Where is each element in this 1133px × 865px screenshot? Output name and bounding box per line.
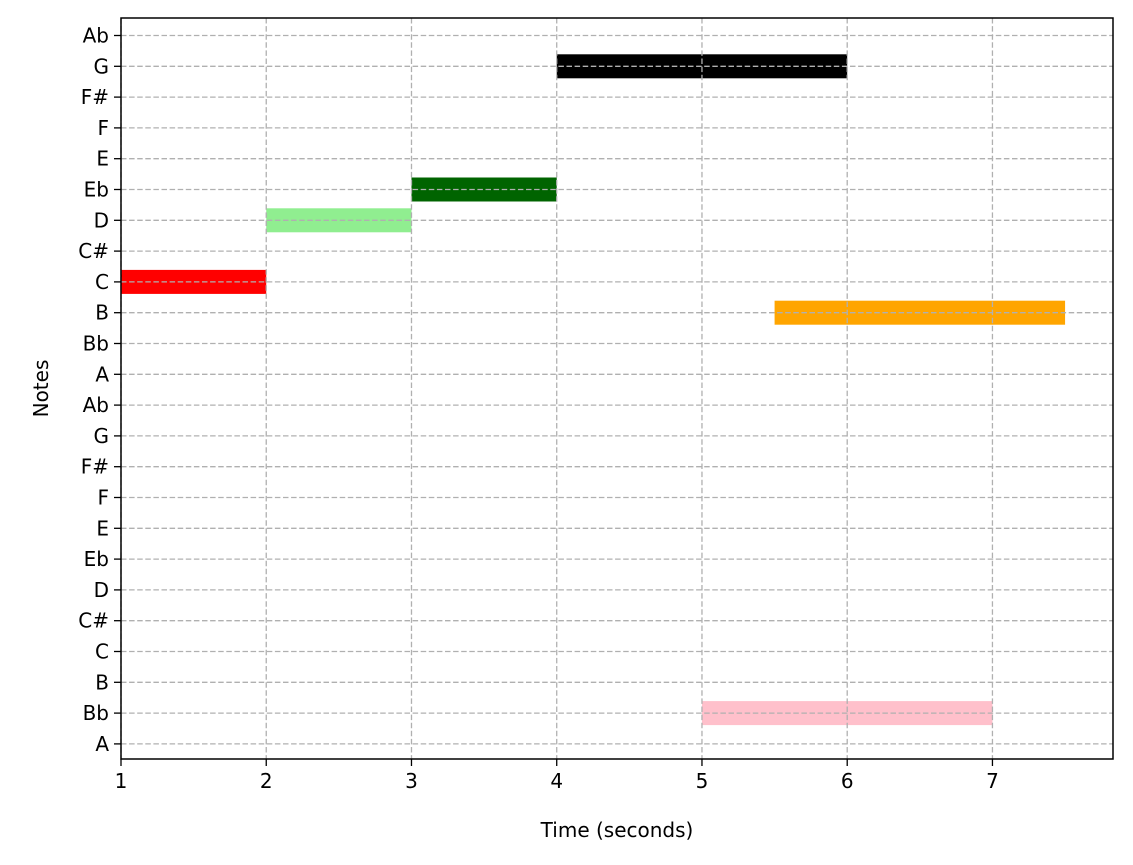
y-tick-label: C: [95, 270, 109, 294]
y-axis-title: Notes: [29, 360, 53, 418]
y-tick-label: C#: [78, 609, 109, 633]
grid: [120, 18, 1113, 759]
x-tick-label: 3: [405, 769, 418, 793]
y-tick-label: B: [95, 301, 109, 325]
y-tick-label: C#: [78, 239, 109, 263]
y-tick-label: F: [97, 486, 109, 510]
y-tick-label: Bb: [83, 701, 109, 725]
y-tick-label: D: [94, 578, 109, 602]
x-tick-label: 4: [550, 769, 563, 793]
y-tick-label: Eb: [84, 547, 109, 571]
note-bar-c: [121, 269, 267, 294]
y-tick-label: A: [95, 362, 109, 386]
y-tick-label: B: [95, 670, 109, 694]
y-tick-label: G: [94, 54, 110, 78]
note-bar-d: [266, 208, 412, 233]
y-tick-label: F#: [81, 455, 109, 479]
y-tick-label: G: [94, 424, 110, 448]
y-tick-label: F#: [81, 85, 109, 109]
plot-frame: [120, 17, 1114, 760]
y-tick-label: Ab: [83, 393, 109, 417]
x-axis-title: Time (seconds): [540, 818, 694, 842]
y-tick-label: A: [95, 732, 109, 756]
x-tick-label: 1: [115, 769, 128, 793]
x-tick-label: 7: [986, 769, 999, 793]
y-tick-label: E: [96, 516, 109, 540]
x-tick-label: 2: [260, 769, 273, 793]
y-tick-label: E: [96, 147, 109, 171]
x-tick-label: 5: [696, 769, 709, 793]
y-tick-label: Eb: [84, 178, 109, 202]
y-tick-label: Ab: [83, 24, 109, 48]
y-tick-label: F: [97, 116, 109, 140]
axis-ticks: 1 2 3 4 5 6 7ABbBCC#DEbEFF#GAbABbBCC#DEbEFF#GA…: [78, 24, 999, 794]
y-tick-label: C: [95, 640, 109, 664]
y-tick-label: Bb: [83, 332, 109, 356]
x-tick-label: 6: [841, 769, 854, 793]
note-bar-eb: [411, 177, 557, 202]
y-tick-label: D: [94, 208, 109, 232]
